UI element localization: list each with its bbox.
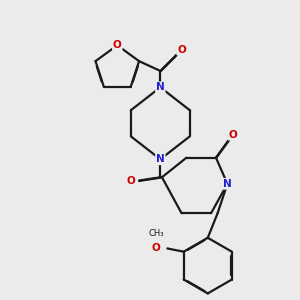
Text: O: O: [127, 176, 135, 185]
Text: N: N: [156, 82, 165, 92]
Text: N: N: [223, 179, 232, 189]
Text: O: O: [152, 243, 160, 254]
Text: CH₃: CH₃: [148, 229, 164, 238]
Text: O: O: [229, 130, 237, 140]
Text: O: O: [177, 45, 186, 55]
Text: O: O: [113, 40, 122, 50]
Text: N: N: [156, 154, 165, 164]
